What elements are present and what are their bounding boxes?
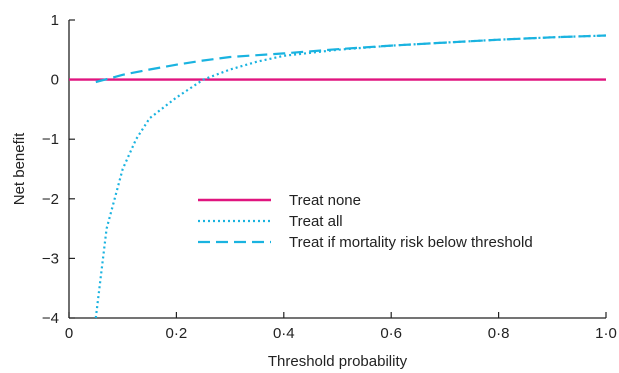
y-tick-label: 0 — [51, 72, 59, 89]
x-tick-label: 0·2 — [166, 325, 188, 342]
y-tick-label: −3 — [42, 250, 59, 267]
x-tick-label: 0 — [65, 325, 73, 342]
y-axis-title: Net benefit — [11, 132, 28, 205]
x-ticks: 0 0·2 0·4 0·6 0·8 1·0 — [65, 312, 617, 342]
series-line-treat-if-mortality-risk-below-threshold — [95, 34, 607, 84]
legend: Treat none Treat all Treat if mortality ri… — [198, 192, 533, 251]
y-tick-label: −2 — [42, 191, 59, 208]
x-tick-label: 0·4 — [273, 325, 295, 342]
y-tick-label: −1 — [42, 131, 59, 148]
y-ticks: −4 −3 −2 −1 0 1 — [42, 12, 75, 327]
axes — [68, 20, 606, 319]
x-tick-label: 0·6 — [380, 325, 402, 342]
y-tick-label: 1 — [51, 12, 59, 29]
legend-label-treat-none: Treat none — [289, 192, 361, 209]
x-tick-label: 0·8 — [488, 325, 510, 342]
legend-label-treat-if-mortality-risk-below-threshold: Treat if mortality risk below threshold — [289, 234, 533, 251]
y-tick-label: −4 — [42, 310, 59, 327]
x-axis-title: Threshold probability — [268, 353, 408, 370]
x-tick-label: 1·0 — [595, 325, 617, 342]
legend-label-treat-all: Treat all — [289, 213, 343, 230]
series-layer — [69, 34, 607, 319]
series-line-treat-all — [94, 34, 607, 319]
